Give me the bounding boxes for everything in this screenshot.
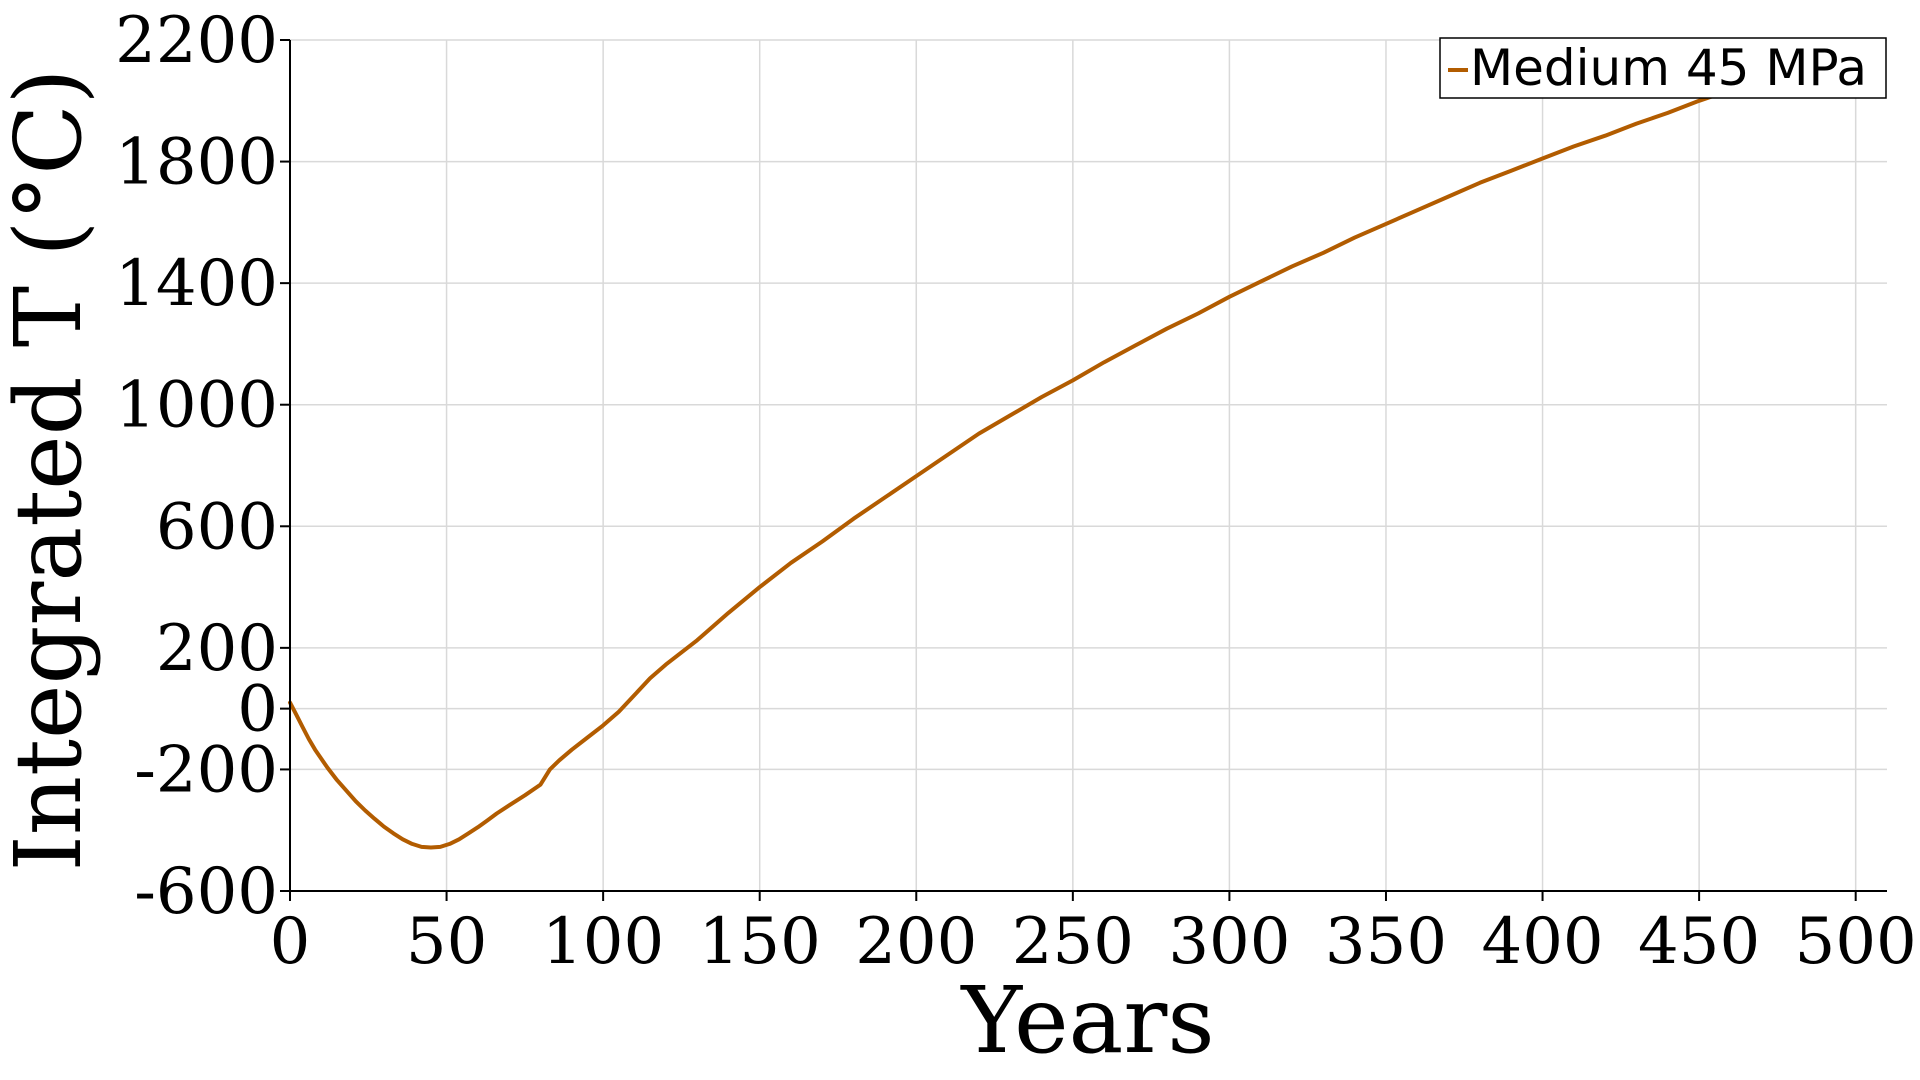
x-tick-label: 100 (542, 905, 664, 979)
x-tick-label: 50 (406, 905, 487, 979)
x-tick-label: 200 (855, 905, 977, 979)
y-tick-label: 0 (237, 673, 278, 747)
x-tick-label: 0 (270, 905, 311, 979)
grid (290, 39, 1887, 892)
x-tick-label: 350 (1325, 905, 1447, 979)
y-tick-label: 1000 (115, 369, 278, 443)
y-tick-label: 1400 (115, 247, 278, 321)
y-tick-label: 600 (156, 490, 278, 564)
y-tick-label: 1800 (115, 126, 278, 200)
x-axis-title: Years (959, 967, 1214, 1074)
x-tick-label: 300 (1168, 905, 1290, 979)
axes (280, 39, 1887, 901)
legend-label: Medium 45 MPa (1470, 39, 1867, 97)
legend: Medium 45 MPa (1439, 37, 1887, 99)
y-axis-title: Integrated T (°C) (0, 68, 102, 871)
x-tick-label: 150 (699, 905, 821, 979)
y-tick-label: 2200 (115, 4, 278, 78)
y-tick-label: -600 (134, 855, 278, 929)
x-tick-label: 250 (1012, 905, 1134, 979)
y-tick-label: -200 (134, 733, 278, 807)
x-tick-label: 400 (1481, 905, 1603, 979)
legend-box (1439, 37, 1887, 99)
x-tick-label: 450 (1638, 905, 1760, 979)
y-tick-label: 200 (156, 612, 278, 686)
series-line (288, 68, 1796, 850)
series-layer (288, 68, 1796, 850)
x-tick-label: 500 (1795, 905, 1917, 979)
